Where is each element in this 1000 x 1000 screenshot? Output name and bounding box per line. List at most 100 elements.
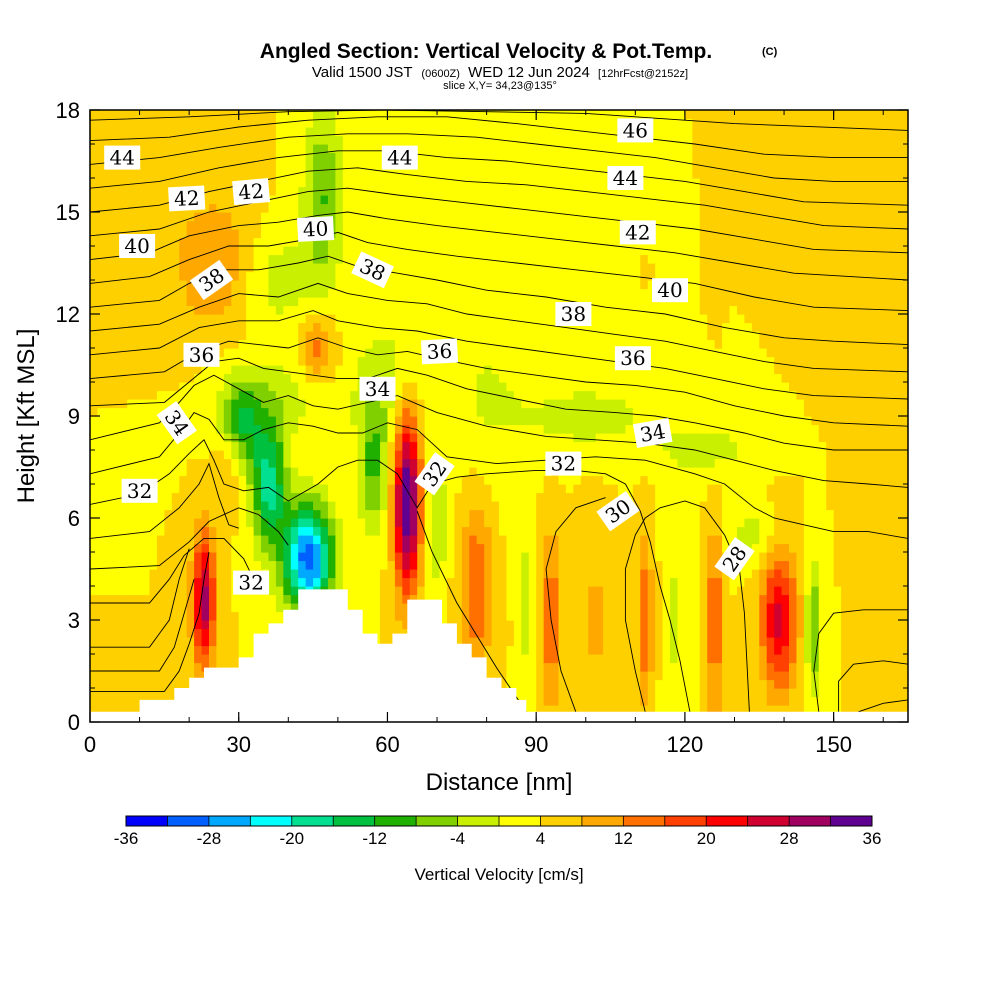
velocity-cell — [313, 424, 322, 434]
velocity-cell — [789, 390, 798, 400]
velocity-cell — [402, 526, 411, 536]
velocity-cell — [580, 458, 589, 468]
velocity-cell — [565, 654, 574, 664]
velocity-cell — [744, 509, 753, 519]
velocity-cell — [476, 458, 485, 468]
velocity-cell — [722, 645, 731, 655]
velocity-cell — [469, 611, 478, 621]
velocity-cell — [625, 433, 634, 443]
velocity-cell — [789, 671, 798, 681]
velocity-cell — [156, 671, 165, 681]
velocity-cell — [409, 356, 418, 366]
velocity-cell — [261, 348, 270, 358]
velocity-cell — [268, 577, 277, 587]
velocity-cell — [112, 603, 121, 613]
velocity-cell — [848, 645, 857, 655]
velocity-cell — [811, 509, 820, 519]
velocity-cell — [670, 637, 679, 647]
velocity-cell — [878, 645, 887, 655]
velocity-cell — [372, 424, 381, 434]
velocity-cell — [684, 577, 693, 587]
velocity-cell — [104, 637, 113, 647]
velocity-cell — [521, 628, 530, 638]
velocity-cell — [320, 390, 329, 400]
velocity-cell — [893, 492, 902, 502]
velocity-cell — [781, 484, 790, 494]
velocity-cell — [885, 654, 894, 664]
velocity-cell — [506, 577, 515, 587]
velocity-cell — [119, 518, 128, 528]
velocity-cell — [327, 509, 336, 519]
velocity-cell — [841, 603, 850, 613]
velocity-cell — [194, 586, 203, 596]
velocity-cell — [722, 518, 731, 528]
velocity-cell — [97, 407, 106, 417]
velocity-cell — [885, 348, 894, 358]
velocity-cell — [439, 569, 448, 579]
velocity-cell — [543, 365, 552, 375]
velocity-cell — [186, 484, 195, 494]
velocity-cell — [223, 543, 232, 553]
velocity-cell — [246, 441, 255, 451]
velocity-cell — [692, 654, 701, 664]
velocity-cell — [863, 458, 872, 468]
velocity-cell — [744, 348, 753, 358]
velocity-cell — [662, 611, 671, 621]
velocity-cell — [97, 424, 106, 434]
velocity-cell — [699, 441, 708, 451]
velocity-cell — [357, 594, 366, 604]
velocity-cell — [223, 441, 232, 451]
velocity-cell — [171, 373, 180, 383]
velocity-cell — [313, 416, 322, 426]
velocity-cell — [759, 450, 768, 460]
velocity-cell — [818, 594, 827, 604]
velocity-cell — [499, 594, 508, 604]
velocity-cell — [521, 484, 530, 494]
velocity-cell — [335, 492, 344, 502]
velocity-cell — [870, 603, 879, 613]
velocity-cell — [722, 543, 731, 553]
velocity-cell — [744, 424, 753, 434]
velocity-cell — [156, 586, 165, 596]
velocity-cell — [573, 535, 582, 545]
velocity-cell — [298, 560, 307, 570]
velocity-cell — [707, 492, 716, 502]
velocity-cell — [432, 501, 441, 511]
velocity-cell — [692, 637, 701, 647]
velocity-cell — [677, 501, 686, 511]
velocity-cell — [432, 509, 441, 519]
velocity-cell — [268, 373, 277, 383]
velocity-cell — [127, 560, 136, 570]
velocity-cell — [231, 356, 240, 366]
velocity-cell — [372, 407, 381, 417]
velocity-cell — [878, 705, 887, 715]
velocity-cell — [841, 543, 850, 553]
velocity-cell — [759, 671, 768, 681]
velocity-cell — [632, 671, 641, 681]
velocity-cell — [565, 569, 574, 579]
velocity-cell — [261, 535, 270, 545]
velocity-cell — [313, 569, 322, 579]
velocity-cell — [603, 339, 612, 349]
velocity-cell — [684, 518, 693, 528]
velocity-cell — [171, 594, 180, 604]
velocity-cell — [699, 560, 708, 570]
velocity-cell — [506, 424, 515, 434]
velocity-cell — [380, 577, 389, 587]
velocity-cell — [156, 569, 165, 579]
velocity-cell — [402, 373, 411, 383]
velocity-cell — [238, 518, 247, 528]
velocity-cell — [893, 603, 902, 613]
velocity-cell — [194, 577, 203, 587]
velocity-cell — [736, 637, 745, 647]
velocity-cell — [134, 356, 143, 366]
velocity-cell — [893, 441, 902, 451]
velocity-cell — [766, 577, 775, 587]
velocity-cell — [826, 569, 835, 579]
velocity-cell — [268, 611, 277, 621]
velocity-cell — [298, 450, 307, 460]
velocity-cell — [536, 484, 545, 494]
velocity-cell — [818, 671, 827, 681]
velocity-cell — [342, 458, 351, 468]
velocity-cell — [97, 441, 106, 451]
